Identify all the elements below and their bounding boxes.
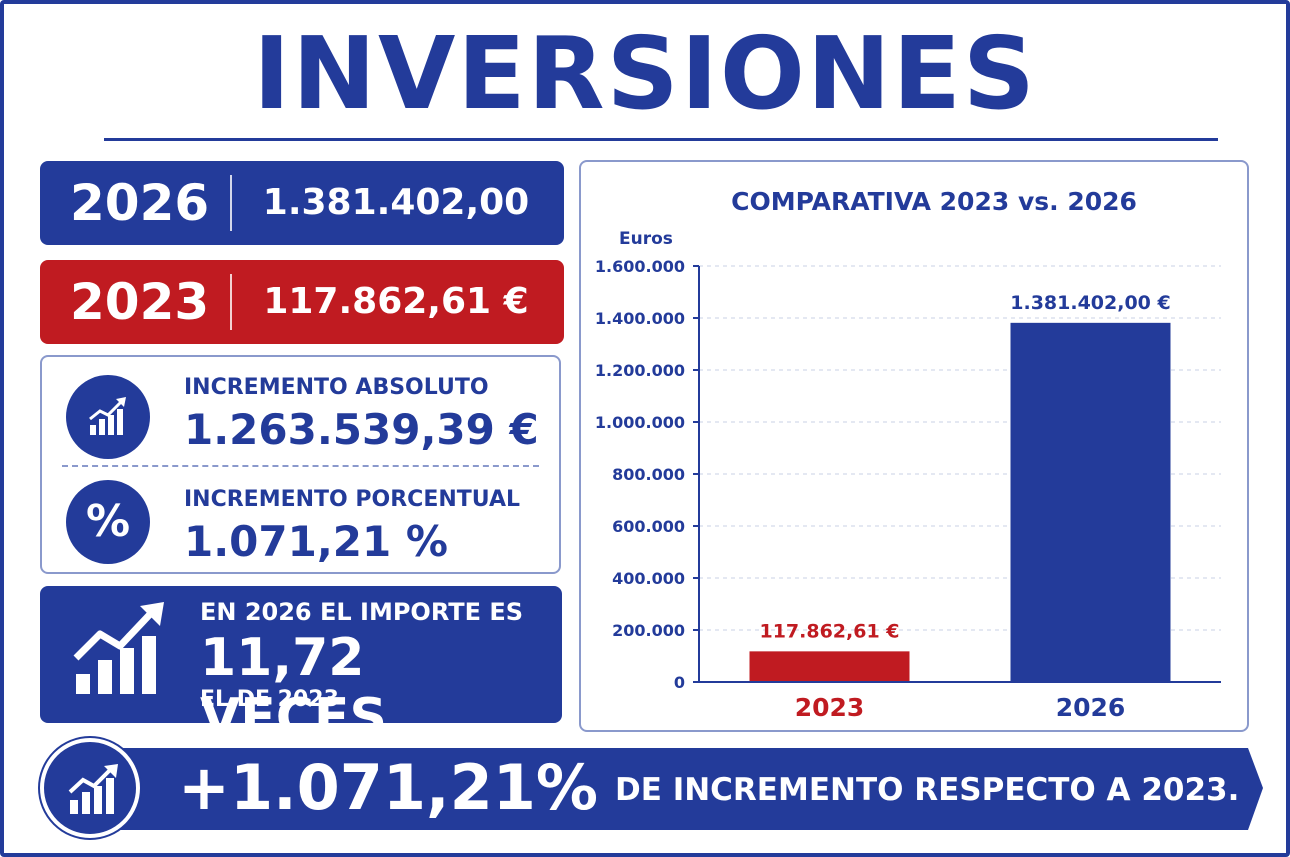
bar-2023 <box>749 651 910 682</box>
percentage-increment-label: INCREMENTO PORCENTUAL <box>184 487 521 512</box>
x-tick-label-2023: 2023 <box>795 693 865 722</box>
bar-chart: COMPARATIVA 2023 vs. 2026 Euros 0 200.000… <box>595 187 1221 722</box>
banner-text: DE INCREMENTO RESPECTO A 2023. <box>615 772 1240 808</box>
bottom-banner: +1.071,21% DE INCREMENTO RESPECTO A 2023… <box>40 738 1263 838</box>
x-tick-label-2026: 2026 <box>1056 693 1126 722</box>
absolute-increment-label: INCREMENTO ABSOLUTO <box>184 375 489 400</box>
year-label-2023: 2023 <box>70 273 210 331</box>
y-tick-label: 0 <box>674 673 685 692</box>
percent-icon: % <box>66 480 150 564</box>
y-axis-label: Euros <box>619 229 673 249</box>
times-line-2: 11,72 VECES <box>200 628 387 748</box>
amount-2023: 117.862,61 € <box>263 281 529 322</box>
separator <box>230 175 232 231</box>
separator <box>230 274 232 330</box>
summary-row-2026: 2026 1.381.402,00 € <box>40 161 564 307</box>
times-multiplier-card: EN 2026 EL IMPORTE ES 11,72 VECES EL DE … <box>40 586 562 748</box>
y-tick-label: 400.000 <box>612 569 685 588</box>
chart-title: COMPARATIVA 2023 vs. 2026 <box>731 187 1137 216</box>
banner-icon-circle <box>40 738 140 838</box>
y-tick-label: 1.200.000 <box>595 361 685 380</box>
percentage-increment-value: 1.071,21 % <box>184 517 448 566</box>
dashed-divider <box>62 465 539 467</box>
absolute-increment-value: 1.263.539,39 € <box>184 405 539 454</box>
page-title: INVERSIONES <box>253 15 1037 132</box>
times-line-1: EN 2026 EL IMPORTE ES <box>200 598 524 626</box>
y-tick-label: 1.400.000 <box>595 309 685 328</box>
bar-value-label-2023: 117.862,61 € <box>759 620 899 642</box>
title-underline <box>104 138 1218 141</box>
percent-symbol: % <box>85 496 131 547</box>
y-tick-label: 1.600.000 <box>595 257 685 276</box>
times-line-3: EL DE 2023 <box>200 687 339 712</box>
y-tick-label: 1.000.000 <box>595 413 685 432</box>
growth-chart-icon <box>68 764 118 814</box>
y-tick-label: 200.000 <box>612 621 685 640</box>
growth-chart-icon <box>66 375 150 459</box>
bar-2026 <box>1010 322 1171 682</box>
summary-row-2023: 2023 117.862,61 € <box>40 260 564 344</box>
chart-panel: COMPARATIVA 2023 vs. 2026 Euros 0 200.000… <box>579 160 1249 732</box>
growth-chart-icon <box>73 602 164 694</box>
year-label-2026: 2026 <box>70 174 210 232</box>
banner-ribbon <box>90 748 1263 830</box>
bar-value-label-2026: 1.381.402,00 € <box>1010 292 1170 314</box>
y-tick-label: 600.000 <box>612 517 685 536</box>
increments-card: INCREMENTO ABSOLUTO 1.263.539,39 € % INC… <box>40 355 561 574</box>
banner-percentage: +1.071,21% <box>178 751 599 824</box>
y-tick-label: 800.000 <box>612 465 685 484</box>
